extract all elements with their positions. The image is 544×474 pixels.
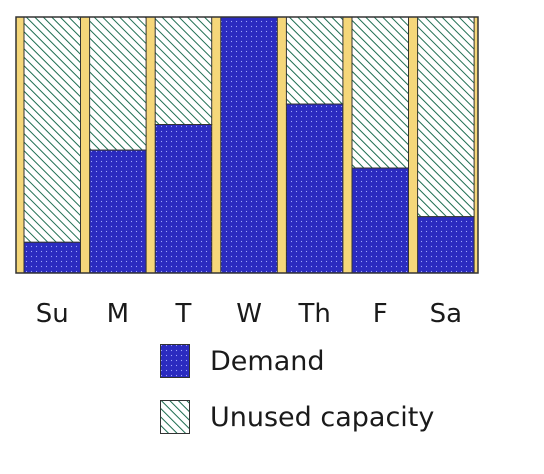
bar-demand-m	[90, 150, 147, 273]
tick-label-su: Su	[36, 299, 69, 329]
bar-unused-m	[90, 17, 147, 150]
bar-unused-th	[286, 17, 343, 104]
tick-label-w: W	[236, 299, 262, 329]
bar-demand-su	[24, 242, 81, 273]
bar-unused-f	[352, 17, 409, 168]
tick-label-th: Th	[297, 299, 330, 329]
tick-label-f: F	[373, 299, 388, 329]
bar-unused-t	[155, 17, 212, 125]
x-axis-ticks: Su M T W Th F Sa	[36, 299, 462, 329]
unused-swatch	[160, 400, 190, 434]
tick-label-m: M	[107, 299, 129, 329]
bar-unused-su	[24, 17, 81, 242]
plot-area	[16, 17, 478, 273]
legend-label-demand: Demand	[210, 346, 325, 377]
legend-label-unused: Unused capacity	[210, 402, 434, 433]
bar-demand-w	[221, 17, 277, 273]
bar-demand-t	[155, 125, 212, 273]
bar-demand-sa	[418, 217, 475, 273]
demand-swatch	[160, 344, 190, 378]
bar-demand-f	[352, 168, 409, 273]
tick-label-t: T	[175, 299, 192, 329]
legend-item-unused: Unused capacity	[160, 400, 434, 434]
bar-demand-th	[286, 104, 343, 273]
tick-label-sa: Sa	[430, 299, 462, 329]
legend-item-demand: Demand	[160, 344, 325, 378]
bar-unused-sa	[418, 17, 475, 217]
